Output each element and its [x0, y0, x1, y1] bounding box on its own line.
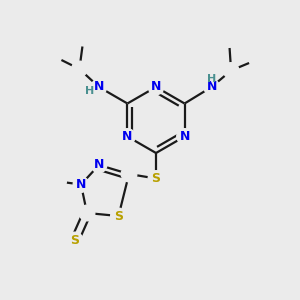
Circle shape — [79, 205, 95, 221]
Circle shape — [72, 61, 87, 77]
Text: N: N — [151, 80, 161, 94]
Circle shape — [51, 174, 66, 189]
Circle shape — [120, 129, 135, 144]
Text: S: S — [70, 233, 80, 247]
Circle shape — [111, 208, 126, 224]
Text: N: N — [94, 158, 104, 172]
Text: N: N — [76, 178, 86, 191]
Circle shape — [121, 166, 137, 182]
Circle shape — [148, 79, 164, 95]
Text: H: H — [85, 86, 94, 96]
Text: N: N — [206, 80, 217, 94]
Circle shape — [223, 63, 239, 78]
Circle shape — [204, 79, 219, 95]
Text: N: N — [179, 130, 190, 143]
Circle shape — [91, 157, 107, 173]
Text: S: S — [114, 209, 123, 223]
Circle shape — [177, 129, 192, 144]
Circle shape — [73, 177, 89, 192]
Text: N: N — [122, 130, 133, 143]
Circle shape — [91, 79, 107, 95]
Text: H: H — [207, 74, 216, 85]
Text: S: S — [152, 172, 160, 185]
Circle shape — [148, 171, 164, 186]
Text: N: N — [94, 80, 104, 94]
Circle shape — [67, 232, 83, 248]
